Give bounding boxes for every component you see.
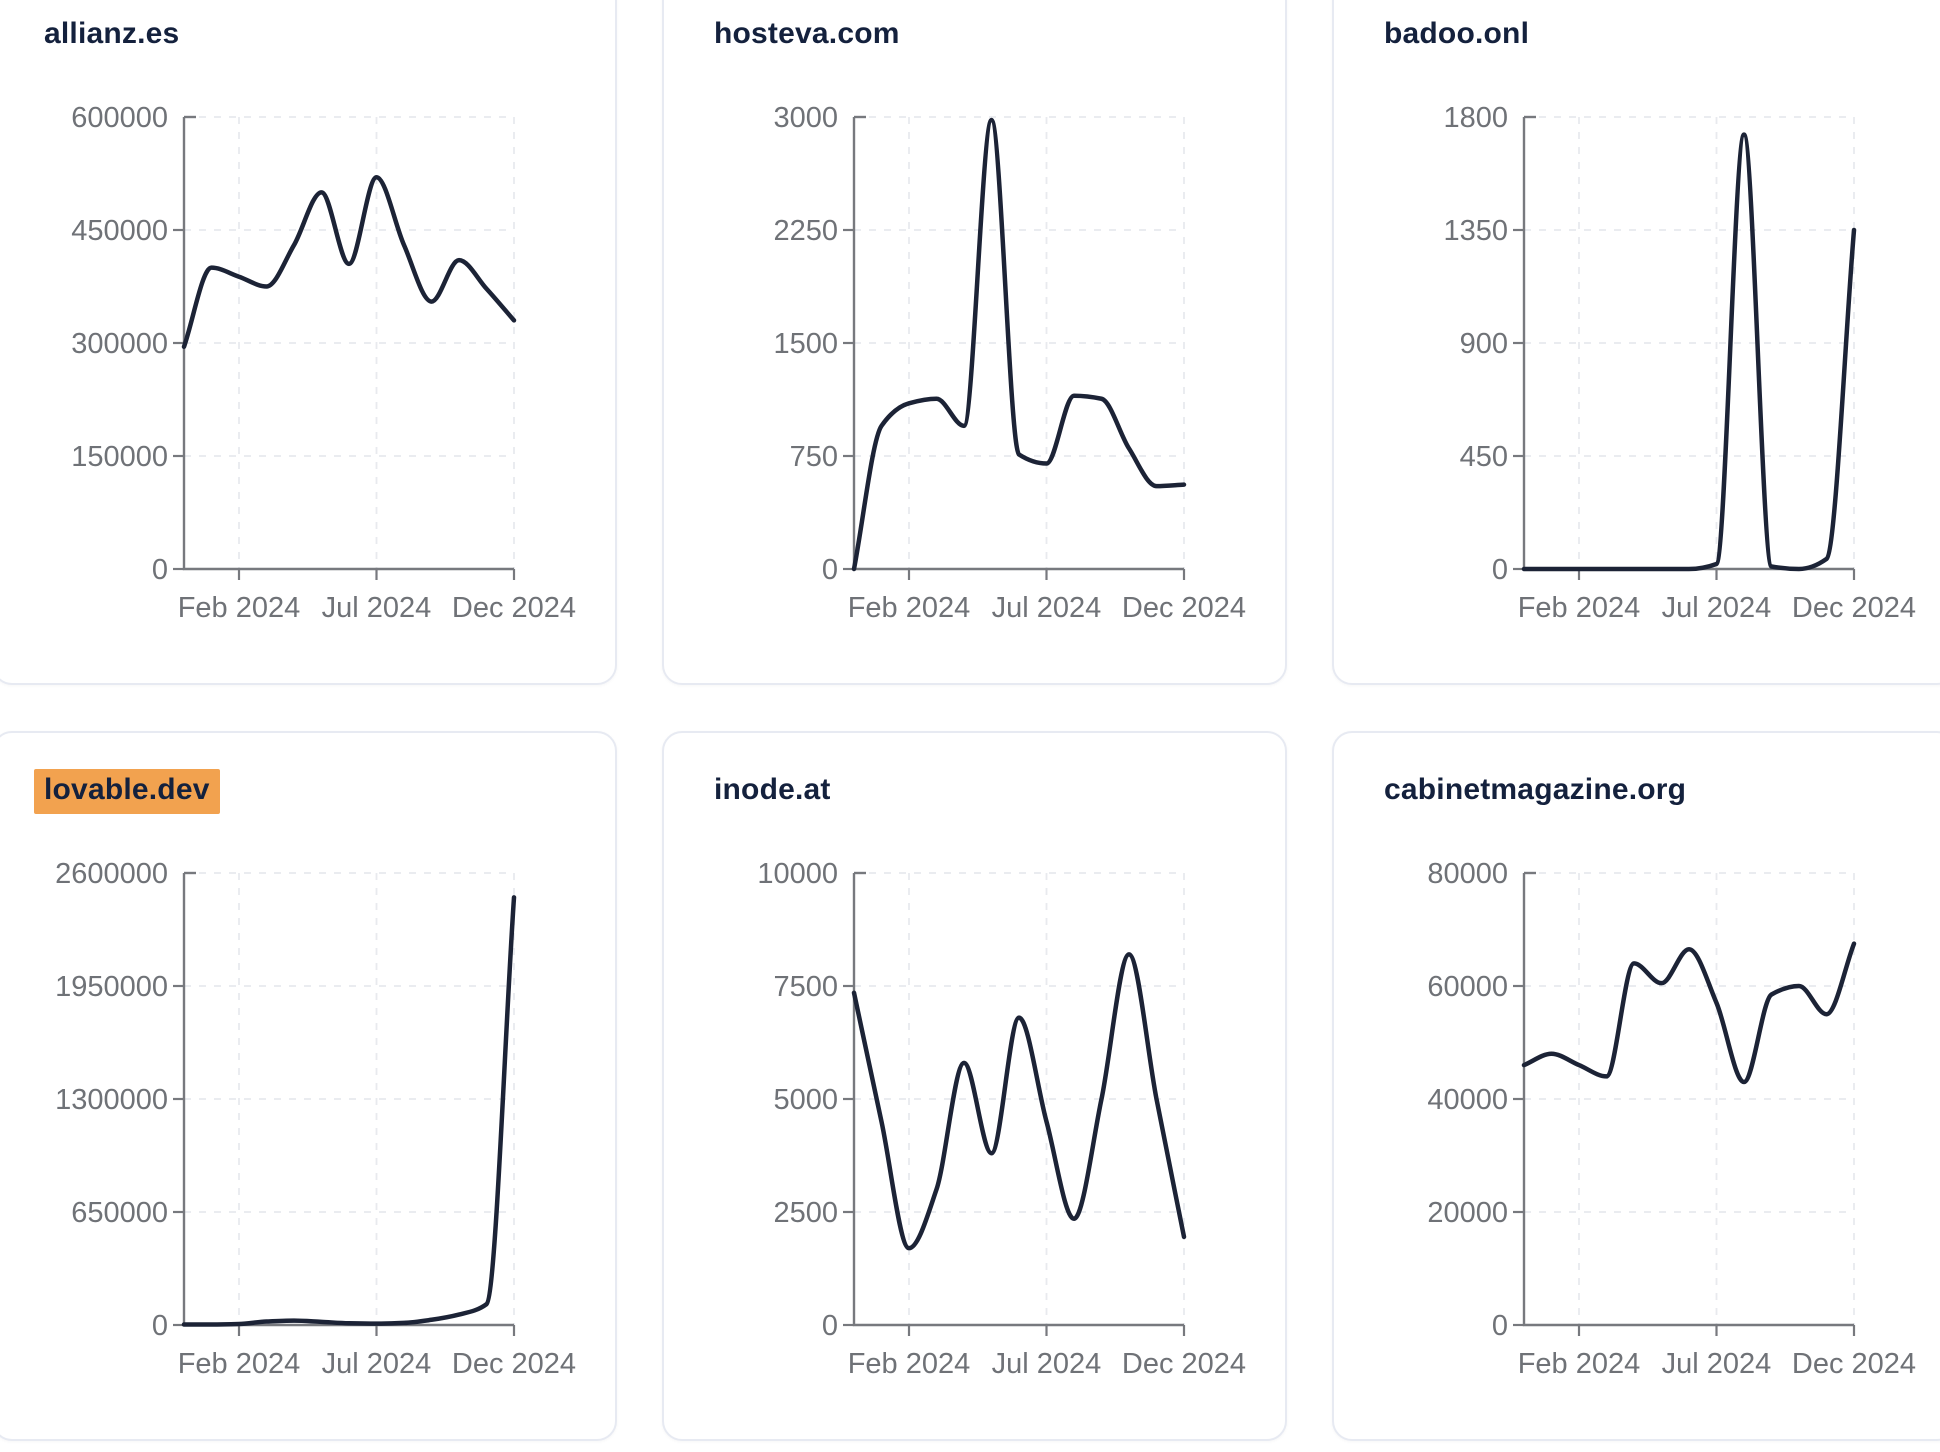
- y-axis-tick-label: 1300000: [55, 1084, 168, 1116]
- trend-line: [851, 117, 1187, 572]
- x-axis-tick-label: Dec 2024: [1792, 592, 1916, 624]
- trend-line: [181, 895, 517, 1327]
- line-chart[interactable]: 0 450 900 1350 1800 Feb 2024 Jul 2024 Dec 2024: [1334, 0, 1940, 685]
- chart-title: inode.at: [664, 733, 1285, 808]
- x-axis-tick-label: Dec 2024: [452, 1348, 576, 1380]
- y-axis-tick-label: 1500: [773, 328, 838, 360]
- y-axis-tick-label: 0: [822, 554, 838, 586]
- y-axis-tick-label: 5000: [773, 1084, 838, 1116]
- trend-line: [1521, 132, 1857, 572]
- y-axis-tick-label: 450: [1460, 441, 1508, 473]
- chart-title-text: allianz.es: [44, 17, 180, 50]
- y-axis-tick-label: 0: [1492, 1310, 1508, 1342]
- chart-title-text: lovable.dev: [34, 769, 220, 814]
- y-axis-tick-label: 1800: [1443, 102, 1508, 134]
- line-chart[interactable]: 0 750 1500 2250 3000 Feb 2024 Jul 2024 Dec 2024: [664, 0, 1287, 685]
- x-axis-tick-label: Feb 2024: [1518, 1348, 1641, 1380]
- x-axis-tick-label: Feb 2024: [178, 1348, 301, 1380]
- chart-title-text: cabinetmagazine.org: [1384, 773, 1687, 806]
- x-axis-tick-label: Jul 2024: [1662, 1348, 1772, 1380]
- chart-title-text: badoo.onl: [1384, 17, 1530, 50]
- y-axis-tick-label: 0: [822, 1310, 838, 1342]
- chart-title: allianz.es: [0, 0, 615, 52]
- x-axis-tick-label: Feb 2024: [1518, 592, 1641, 624]
- y-axis-tick-label: 0: [1492, 554, 1508, 586]
- x-axis-tick-label: Dec 2024: [1122, 1348, 1246, 1380]
- x-axis-tick-label: Jul 2024: [322, 592, 432, 624]
- y-axis-tick-label: 3000: [773, 102, 838, 134]
- line-chart[interactable]: 0 20000 40000 60000 80000 Feb 2024 Jul 2024 Dec…: [1334, 733, 1940, 1441]
- line-chart[interactable]: 0 2500 5000 7500 10000 Feb 2024 Jul 2024 Dec 20…: [664, 733, 1287, 1441]
- y-axis-tick-label: 2600000: [55, 858, 168, 890]
- y-axis-tick-label: 1350: [1443, 215, 1508, 247]
- x-axis-tick-label: Feb 2024: [178, 592, 301, 624]
- chart-card-allianz: allianz.es 0 150000 300000 450000 600000 Feb …: [0, 0, 617, 685]
- y-axis-tick-label: 80000: [1427, 858, 1508, 890]
- line-chart[interactable]: 0 650000 1300000 1950000 2600000 Feb 2024 Jul …: [0, 733, 617, 1441]
- y-axis-tick-label: 600000: [71, 102, 168, 134]
- chart-card-badoo: badoo.onl 0 450 900 1350 1800 Feb 2024 Jul 202…: [1332, 0, 1940, 685]
- chart-card-cabinetmagazine: cabinetmagazine.org 0 20000 40000 60000 8000…: [1332, 731, 1940, 1441]
- y-axis-tick-label: 20000: [1427, 1197, 1508, 1229]
- chart-title: lovable.dev: [0, 733, 615, 814]
- x-axis-tick-label: Dec 2024: [452, 592, 576, 624]
- chart-title: cabinetmagazine.org: [1334, 733, 1940, 808]
- x-axis-tick-label: Jul 2024: [322, 1348, 432, 1380]
- y-axis-tick-label: 2500: [773, 1197, 838, 1229]
- y-axis-tick-label: 1950000: [55, 971, 168, 1003]
- x-axis-tick-label: Jul 2024: [992, 1348, 1102, 1380]
- x-axis-tick-label: Feb 2024: [848, 1348, 971, 1380]
- y-axis-tick-label: 900: [1460, 328, 1508, 360]
- x-axis-tick-label: Dec 2024: [1792, 1348, 1916, 1380]
- x-axis-tick-label: Dec 2024: [1122, 592, 1246, 624]
- trend-line: [1521, 941, 1857, 1085]
- y-axis-tick-label: 450000: [71, 215, 168, 247]
- x-axis-tick-label: Jul 2024: [992, 592, 1102, 624]
- chart-card-inode: inode.at 0 2500 5000 7500 10000 Feb 2024 Jul 2…: [662, 731, 1287, 1441]
- y-axis-tick-label: 40000: [1427, 1084, 1508, 1116]
- y-axis-tick-label: 60000: [1427, 971, 1508, 1003]
- y-axis-tick-label: 10000: [757, 858, 838, 890]
- y-axis-tick-label: 150000: [71, 441, 168, 473]
- chart-title-text: inode.at: [714, 773, 831, 806]
- line-chart[interactable]: 0 150000 300000 450000 600000 Feb 2024 Jul 202…: [0, 0, 617, 685]
- chart-title: hosteva.com: [664, 0, 1285, 52]
- chart-card-hosteva: hosteva.com 0 750 1500 2250 3000 Feb 2024 Jul …: [662, 0, 1287, 685]
- trend-line: [181, 175, 517, 350]
- y-axis-tick-label: 0: [152, 554, 168, 586]
- trend-line: [851, 952, 1187, 1251]
- y-axis-tick-label: 750: [790, 441, 838, 473]
- chart-card-lovable: lovable.dev 0 650000 1300000 1950000 2600000…: [0, 731, 617, 1441]
- chart-title-text: hosteva.com: [714, 17, 900, 50]
- y-axis-tick-label: 2250: [773, 215, 838, 247]
- x-axis-tick-label: Feb 2024: [848, 592, 971, 624]
- chart-title: badoo.onl: [1334, 0, 1940, 52]
- x-axis-tick-label: Jul 2024: [1662, 592, 1772, 624]
- y-axis-tick-label: 300000: [71, 328, 168, 360]
- y-axis-tick-label: 650000: [71, 1197, 168, 1229]
- y-axis-tick-label: 7500: [773, 971, 838, 1003]
- y-axis-tick-label: 0: [152, 1310, 168, 1342]
